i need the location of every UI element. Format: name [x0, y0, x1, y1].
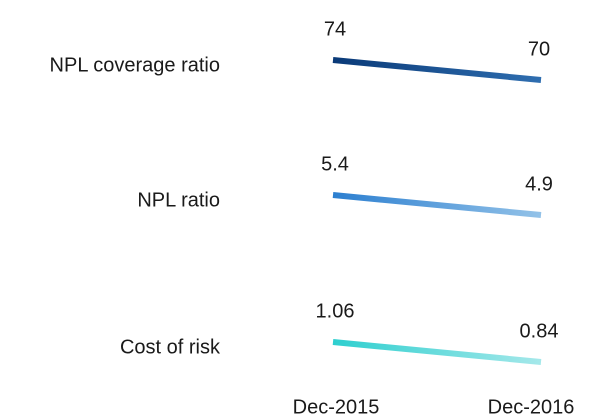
series-label: NPL coverage ratio: [50, 54, 220, 76]
value-label: 74: [324, 18, 346, 40]
value-label: 4.9: [525, 173, 553, 195]
slope-line: [332, 339, 542, 365]
value-label: 0.84: [520, 320, 559, 342]
series-label: Cost of risk: [120, 336, 221, 358]
value-label: 70: [528, 38, 550, 60]
x-tick-label: Dec-2016: [488, 396, 575, 418]
series-label: NPL ratio: [137, 189, 220, 211]
value-label: 1.06: [316, 300, 355, 322]
slope-line: [332, 57, 542, 83]
x-tick-label: Dec-2015: [293, 396, 380, 418]
value-label: 5.4: [321, 153, 349, 175]
slope-line: [332, 192, 542, 218]
